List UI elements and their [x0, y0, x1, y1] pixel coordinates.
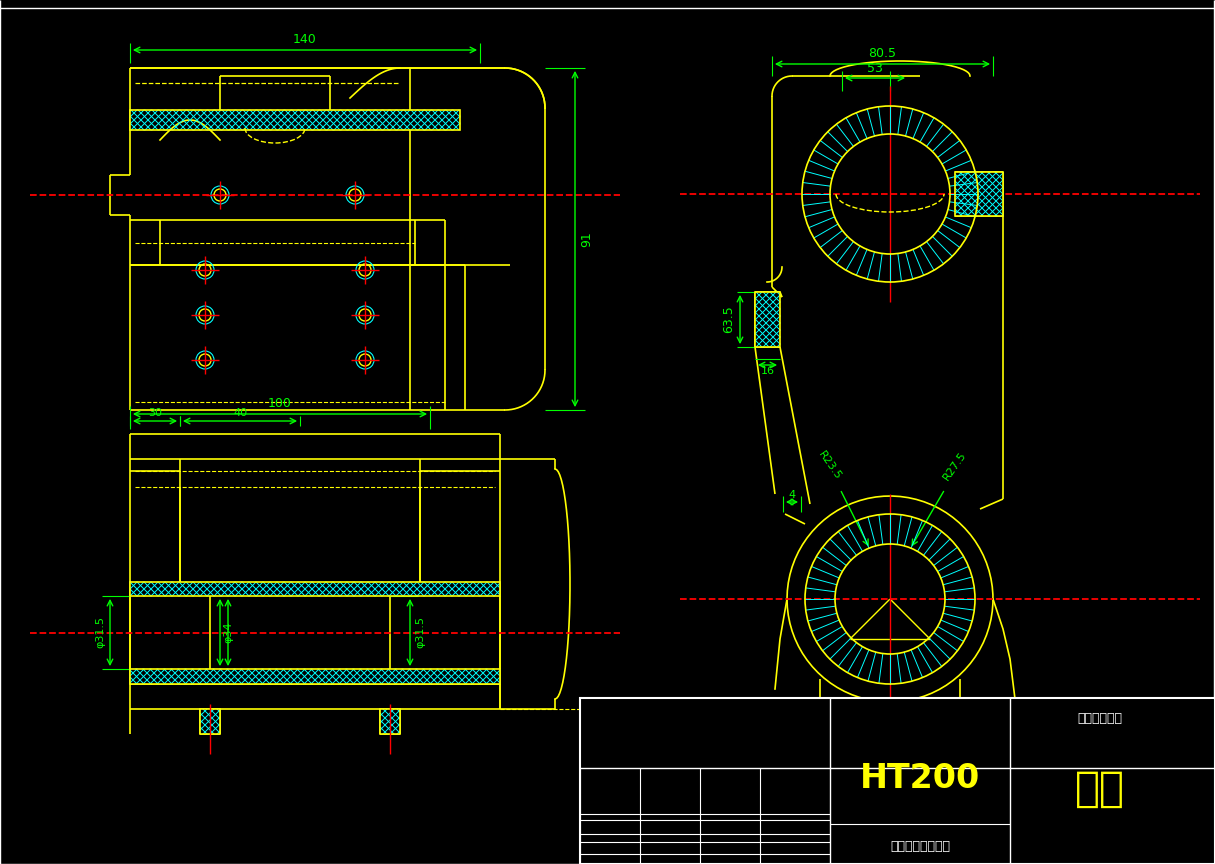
Text: （单位名称）: （单位名称）	[1078, 713, 1123, 726]
Text: 91: 91	[580, 232, 593, 247]
Bar	[200, 709, 220, 734]
Bar	[955, 172, 1004, 216]
Text: R27.5: R27.5	[942, 449, 968, 482]
Text: φ31.5: φ31.5	[95, 617, 104, 649]
Bar	[380, 709, 400, 734]
Text: HT200: HT200	[860, 763, 981, 796]
Text: 泵体: 泵体	[1075, 768, 1125, 810]
Text: 4: 4	[789, 490, 796, 500]
Text: φ34: φ34	[224, 622, 233, 644]
Text: 16: 16	[761, 366, 774, 376]
Text: 40: 40	[233, 408, 247, 418]
Bar	[130, 110, 460, 130]
Text: φ31.5: φ31.5	[416, 617, 425, 649]
Bar	[755, 292, 780, 347]
Bar	[200, 709, 220, 734]
Bar	[955, 172, 1004, 216]
Text: 100: 100	[269, 397, 292, 410]
Text: 53: 53	[868, 62, 883, 75]
Bar	[380, 709, 400, 734]
Bar	[130, 669, 501, 684]
Text: R23.5: R23.5	[816, 449, 843, 482]
Bar	[130, 582, 501, 596]
Bar	[755, 292, 780, 347]
Text: 30: 30	[148, 408, 162, 418]
Text: 140: 140	[293, 33, 317, 46]
Bar	[580, 698, 1215, 864]
Text: 80.5: 80.5	[869, 47, 897, 60]
Bar	[130, 582, 501, 596]
Bar	[130, 669, 501, 684]
Bar	[130, 110, 460, 130]
Text: 63.5: 63.5	[722, 306, 735, 334]
Text: 阶段标记图量比例: 阶段标记图量比例	[891, 840, 950, 853]
